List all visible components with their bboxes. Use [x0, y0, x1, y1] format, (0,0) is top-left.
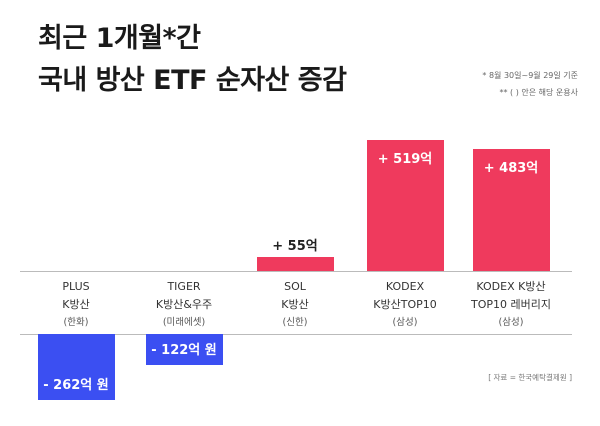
category-name1: SOL [284, 280, 306, 293]
category-label-4: KODEX K방산 TOP10 레버리지 (삼성) [451, 278, 571, 332]
title-line-1: 최근 1개월*간 [38, 23, 201, 54]
category-manager: (미래에셋) [162, 317, 206, 328]
category-name1: KODEX K방산 [476, 280, 546, 293]
category-name2: K방산TOP10 [373, 298, 437, 311]
note-period: * 8월 30일~9월 29일 기준 [482, 71, 578, 80]
category-name2: K방산 [281, 298, 309, 311]
category-manager: (한화) [63, 317, 89, 328]
data-label-1: - 122억 원 [151, 342, 217, 358]
bar-2 [256, 257, 334, 271]
category-label-3: KODEX K방산TOP10 (삼성) [345, 278, 465, 332]
category-manager: (삼성) [392, 317, 418, 328]
category-manager: (삼성) [498, 317, 524, 328]
category-label-1: TIGER K방산&우주 (미래에셋) [124, 278, 244, 332]
axis-line-top [20, 271, 572, 272]
bar-1 [145, 334, 223, 365]
note-manager: ** ( ) 안은 해당 운용사 [499, 88, 578, 97]
title-line-2: 국내 방산 ETF 순자산 증감 [38, 65, 347, 96]
category-label-0: PLUS K방산 (한화) [16, 278, 136, 332]
category-name2: K방산 [62, 298, 90, 311]
bar-0 [37, 334, 115, 401]
category-name2: TOP10 레버리지 [471, 298, 551, 311]
category-name2: K방산&우주 [155, 298, 213, 311]
data-label-4: + 483억 [483, 161, 539, 177]
category-name1: TIGER [167, 280, 201, 293]
bar-4 [472, 149, 550, 271]
axis-line-bottom [20, 334, 572, 335]
category-name1: KODEX [385, 280, 425, 293]
category-name1: PLUS [62, 280, 90, 293]
data-label-2: + 55억 [272, 239, 318, 255]
category-label-2: SOL K방산 (신한) [235, 278, 355, 332]
category-manager: (신한) [282, 317, 308, 328]
bar-3 [366, 140, 444, 271]
data-label-3: + 519억 [377, 152, 433, 168]
source-note: [ 자료 = 한국예탁결제원 ] [488, 373, 572, 382]
data-label-0: - 262억 원 [43, 378, 109, 394]
